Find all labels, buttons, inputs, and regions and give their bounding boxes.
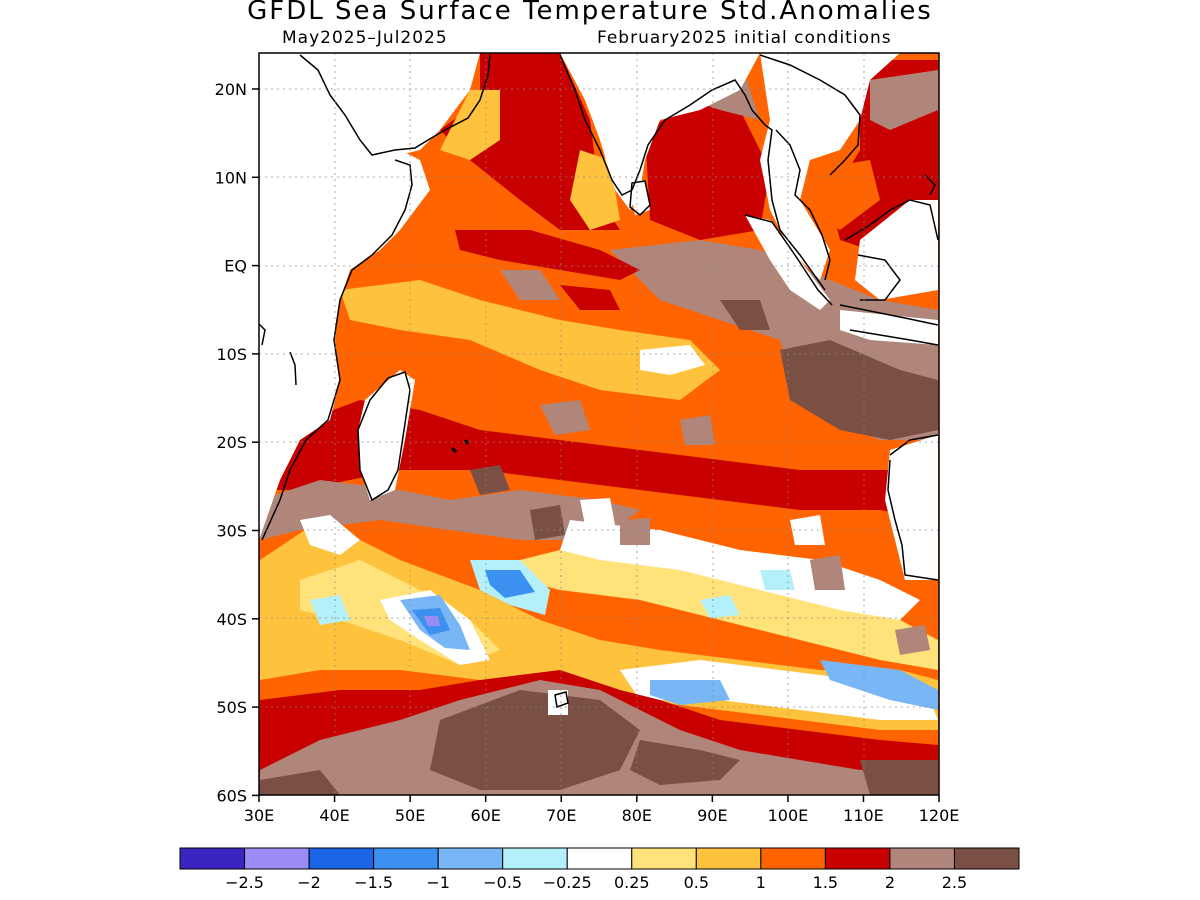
colorbar-label: 1.5 [813, 873, 838, 892]
coastlines [259, 54, 939, 709]
colorbar-swatch [695, 847, 762, 870]
colorbar-swatch [953, 847, 1020, 870]
colorbar: −2.5 −2 −1.5 −1 −0.5 −0.25 0.25 0.5 1 1.5 2 2.5 [179, 847, 1020, 892]
colorbar-label: −1.5 [354, 873, 393, 892]
lon-tick-label: 90E [697, 806, 727, 825]
colorbar-swatch [244, 847, 310, 870]
colorbar-label: −0.5 [483, 873, 522, 892]
lat-tick-label: 50S [216, 698, 247, 717]
lat-tick-label: 30S [216, 522, 247, 541]
lat-tick-label: 40S [216, 610, 247, 629]
land-masses [259, 53, 938, 715]
map-title: GFDL Sea Surface Temperature Std.Anomali… [247, 0, 933, 26]
colorbar-label: 0.5 [684, 873, 709, 892]
colorbar-swatch [889, 847, 955, 870]
colorbar-label: −2 [297, 873, 321, 892]
forecast-period: May2025–Jul2025 [282, 28, 448, 48]
colorbar-swatch [373, 847, 439, 870]
longitude-axis: 30E 40E 50E 60E 70E 80E 90E 100E 110E 120E [244, 795, 960, 825]
colorbar-label: 1 [756, 873, 766, 892]
colorbar-swatch [760, 847, 826, 870]
colorbar-label: −0.25 [543, 873, 592, 892]
lat-tick-label: EQ [224, 257, 247, 276]
colorbar-swatch [437, 847, 504, 870]
lon-tick-label: 40E [319, 806, 349, 825]
grid-lines [259, 53, 939, 795]
colorbar-label: −2.5 [225, 873, 264, 892]
lat-tick-label: 20N [215, 80, 247, 99]
colorbar-swatch [308, 847, 375, 870]
lon-tick-label: 70E [546, 806, 576, 825]
lon-tick-label: 80E [622, 806, 652, 825]
colorbar-swatch [502, 847, 568, 870]
colorbar-swatch [631, 847, 697, 870]
colorbar-label: 0.25 [614, 873, 650, 892]
colorbar-label: −1 [426, 873, 450, 892]
lon-tick-label: 30E [244, 806, 274, 825]
colorbar-swatch [179, 847, 246, 870]
colorbar-label: 2 [885, 873, 895, 892]
colorbar-swatch [566, 847, 633, 870]
lat-tick-label: 60S [216, 786, 247, 805]
colorbar-swatch [824, 847, 891, 870]
latitude-axis: 20N 10N EQ 10S 20S 30S 40S 50S 60S [215, 80, 259, 805]
lon-tick-label: 60E [470, 806, 500, 825]
initial-conditions: February2025 initial conditions [597, 28, 892, 48]
lat-tick-label: 10N [215, 168, 247, 187]
lat-tick-label: 10S [216, 345, 247, 364]
anomaly-field [259, 53, 939, 795]
lon-tick-label: 120E [919, 806, 960, 825]
lon-tick-label: 110E [843, 806, 884, 825]
lat-tick-label: 20S [216, 433, 247, 452]
lon-tick-label: 100E [768, 806, 809, 825]
colorbar-label: 2.5 [942, 873, 967, 892]
lon-tick-label: 50E [395, 806, 425, 825]
plot-frame [258, 52, 940, 796]
